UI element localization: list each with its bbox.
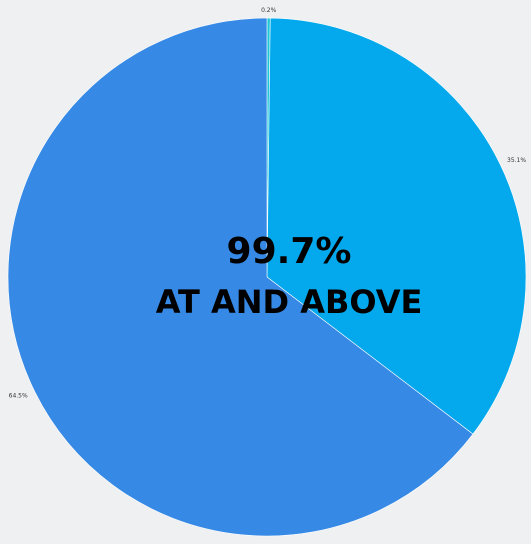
- pie-slice-2[interactable]: [7, 17, 474, 537]
- pie-slice-labels: 0.2% 35.1% 64.5%: [9, 7, 527, 399]
- pie-slices: [7, 17, 527, 537]
- slice-label-0: 0.2%: [261, 7, 277, 14]
- pie-slice-1[interactable]: [266, 17, 527, 435]
- slice-label-2: 64.5%: [9, 392, 28, 399]
- slice-label-1: 35.1%: [507, 157, 526, 164]
- center-percentage: 99.7%: [227, 231, 352, 272]
- center-caption: AT AND ABOVE: [156, 283, 423, 321]
